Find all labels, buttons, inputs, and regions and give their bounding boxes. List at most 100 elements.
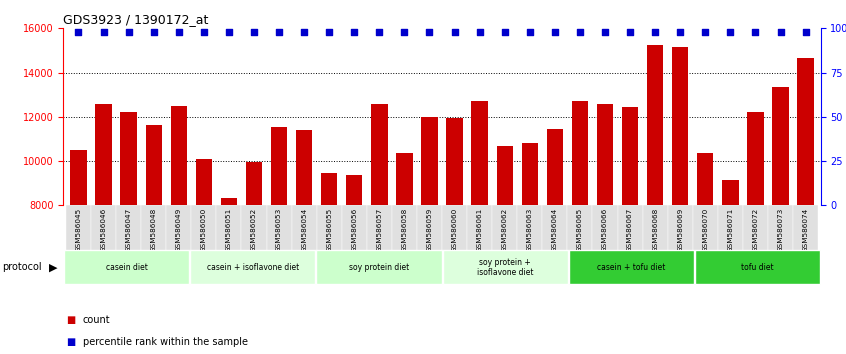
Bar bbox=[672, 47, 689, 354]
Point bbox=[448, 29, 461, 35]
Point bbox=[122, 29, 135, 35]
Bar bbox=[772, 87, 788, 354]
Text: GSM586072: GSM586072 bbox=[752, 207, 758, 252]
Bar bbox=[572, 101, 588, 354]
Bar bbox=[592, 205, 618, 250]
Text: GSM586061: GSM586061 bbox=[476, 207, 482, 252]
Text: GSM586046: GSM586046 bbox=[101, 207, 107, 252]
Bar bbox=[346, 176, 362, 354]
Text: ■: ■ bbox=[66, 315, 75, 325]
Bar bbox=[292, 205, 316, 250]
Point bbox=[72, 29, 85, 35]
Bar bbox=[643, 205, 667, 250]
Bar bbox=[722, 180, 739, 354]
Text: GSM586051: GSM586051 bbox=[226, 207, 232, 252]
Bar bbox=[316, 250, 442, 284]
Bar bbox=[618, 205, 643, 250]
Bar bbox=[271, 127, 287, 354]
Bar bbox=[717, 205, 743, 250]
Point bbox=[523, 29, 536, 35]
Text: GSM586063: GSM586063 bbox=[527, 207, 533, 252]
Bar bbox=[190, 250, 316, 284]
Bar bbox=[392, 205, 417, 250]
Text: percentile rank within the sample: percentile rank within the sample bbox=[83, 337, 248, 347]
Bar bbox=[221, 198, 237, 354]
Bar bbox=[195, 159, 212, 354]
Point bbox=[398, 29, 411, 35]
Bar bbox=[522, 143, 538, 354]
Point bbox=[247, 29, 261, 35]
Text: tofu diet: tofu diet bbox=[741, 263, 774, 272]
Bar bbox=[417, 205, 442, 250]
Point bbox=[799, 29, 812, 35]
Text: casein + tofu diet: casein + tofu diet bbox=[597, 263, 666, 272]
Bar bbox=[116, 205, 141, 250]
Point bbox=[147, 29, 161, 35]
Bar bbox=[622, 107, 638, 354]
Bar bbox=[66, 205, 91, 250]
Text: GSM586068: GSM586068 bbox=[652, 207, 658, 252]
Text: ▶: ▶ bbox=[49, 262, 58, 272]
Point bbox=[272, 29, 286, 35]
Text: soy protein +
isoflavone diet: soy protein + isoflavone diet bbox=[477, 258, 533, 277]
Bar bbox=[296, 130, 312, 354]
Text: count: count bbox=[83, 315, 111, 325]
Bar bbox=[321, 173, 338, 354]
Text: GSM586048: GSM586048 bbox=[151, 207, 157, 252]
Bar bbox=[743, 205, 768, 250]
Text: GSM586057: GSM586057 bbox=[376, 207, 382, 252]
Bar bbox=[70, 150, 86, 354]
Bar bbox=[367, 205, 392, 250]
Bar bbox=[467, 205, 492, 250]
Bar bbox=[768, 205, 793, 250]
Bar bbox=[547, 129, 563, 354]
Text: GSM586067: GSM586067 bbox=[627, 207, 633, 252]
Bar bbox=[191, 205, 217, 250]
Text: casein diet: casein diet bbox=[106, 263, 147, 272]
Bar bbox=[693, 205, 717, 250]
Bar bbox=[597, 104, 613, 354]
Bar bbox=[647, 45, 663, 354]
Bar bbox=[146, 125, 162, 354]
Bar bbox=[371, 104, 387, 354]
Bar bbox=[747, 113, 764, 354]
Point bbox=[498, 29, 512, 35]
Point bbox=[723, 29, 737, 35]
Bar bbox=[442, 250, 568, 284]
Text: soy protein diet: soy protein diet bbox=[349, 263, 409, 272]
Bar bbox=[697, 153, 713, 354]
Bar bbox=[492, 205, 517, 250]
Text: GSM586073: GSM586073 bbox=[777, 207, 783, 252]
Text: GSM586055: GSM586055 bbox=[327, 207, 332, 252]
Text: GSM586045: GSM586045 bbox=[75, 207, 81, 252]
Text: GSM586047: GSM586047 bbox=[126, 207, 132, 252]
Point bbox=[322, 29, 336, 35]
Bar bbox=[568, 205, 592, 250]
Point bbox=[624, 29, 637, 35]
Point bbox=[699, 29, 712, 35]
Point bbox=[673, 29, 687, 35]
Text: GSM586060: GSM586060 bbox=[452, 207, 458, 252]
Point bbox=[372, 29, 386, 35]
Bar bbox=[342, 205, 367, 250]
Point bbox=[598, 29, 612, 35]
Point bbox=[423, 29, 437, 35]
Bar bbox=[167, 205, 191, 250]
Bar bbox=[517, 205, 542, 250]
Text: GSM586059: GSM586059 bbox=[426, 207, 432, 252]
Bar bbox=[442, 205, 467, 250]
Point bbox=[96, 29, 110, 35]
Text: GSM586074: GSM586074 bbox=[803, 207, 809, 252]
Point bbox=[473, 29, 486, 35]
Bar bbox=[120, 113, 137, 354]
Point bbox=[749, 29, 762, 35]
Bar bbox=[91, 205, 116, 250]
Bar bbox=[569, 250, 694, 284]
Point bbox=[222, 29, 236, 35]
Bar bbox=[793, 205, 818, 250]
Text: protocol: protocol bbox=[2, 262, 41, 272]
Text: GSM586058: GSM586058 bbox=[402, 207, 408, 252]
Text: GSM586049: GSM586049 bbox=[176, 207, 182, 252]
Bar bbox=[316, 205, 342, 250]
Bar bbox=[266, 205, 292, 250]
